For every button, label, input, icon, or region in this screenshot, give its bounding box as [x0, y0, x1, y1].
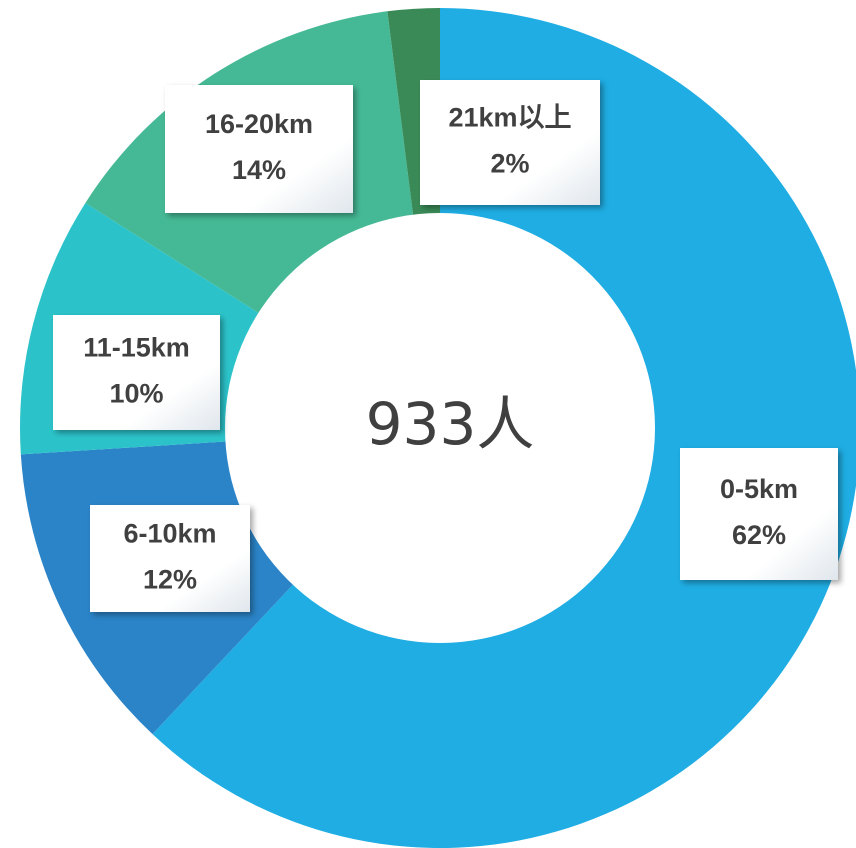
label-box	[90, 505, 250, 612]
label-box	[420, 80, 600, 205]
label-box	[165, 85, 353, 213]
value-label: 12%	[143, 565, 197, 595]
value-label: 2%	[490, 149, 529, 179]
value-label: 62%	[732, 520, 786, 550]
category-label: 21km以上	[448, 103, 571, 133]
center-label: 933人	[366, 390, 535, 458]
category-label: 0-5km	[720, 474, 798, 504]
value-label: 14%	[232, 155, 286, 185]
label-box	[680, 448, 838, 580]
category-label: 11-15km	[83, 333, 190, 363]
label-box	[53, 315, 220, 430]
category-label: 16-20km	[205, 109, 313, 139]
category-label: 6-10km	[123, 519, 216, 549]
value-label: 10%	[109, 379, 163, 409]
donut-hole	[225, 213, 655, 643]
labels: 0-5km 62% 6-10km 12% 11-15km 10% 16-20km 14% 21k…	[53, 80, 838, 612]
